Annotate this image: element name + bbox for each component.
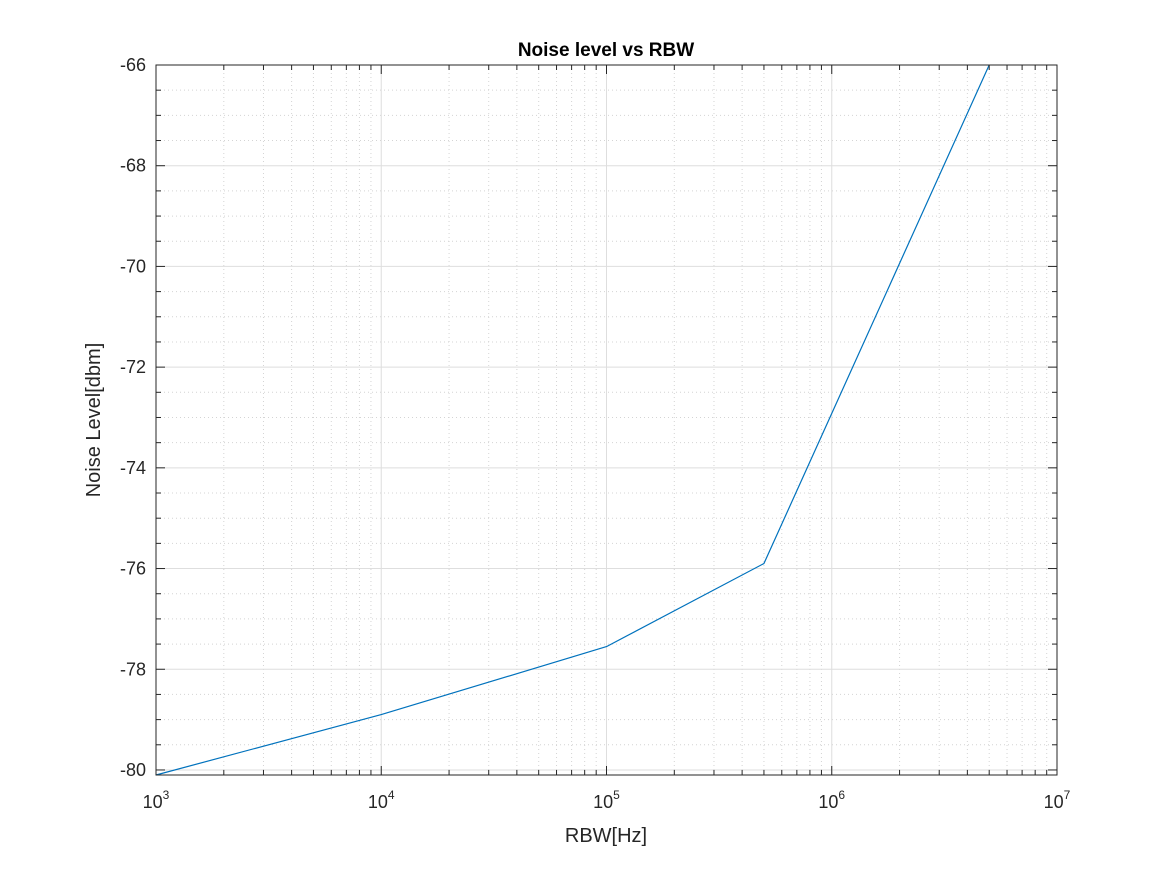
x-axis-label: RBW[Hz]	[565, 825, 647, 847]
y-tick-label: -74	[120, 458, 146, 478]
y-tick-label: -72	[120, 357, 146, 377]
x-tick-label: 103	[143, 788, 170, 812]
x-tick-label: 105	[593, 788, 620, 812]
series-layer	[155, 64, 990, 776]
y-tick-label: -68	[120, 156, 146, 176]
y-axis-label: Noise Level[dbm]	[83, 343, 105, 498]
x-tick-label: 104	[368, 788, 395, 812]
y-tick-label: -76	[120, 559, 146, 579]
y-tick-label: -78	[120, 659, 146, 679]
y-tick-label: -80	[120, 760, 146, 780]
chart-title: Noise level vs RBW	[518, 40, 694, 61]
series-line	[155, 64, 990, 776]
x-tick-label: 107	[1044, 788, 1071, 812]
x-tick-label: 106	[818, 788, 845, 812]
x-tick-labels: 103 104 105 106 107	[143, 788, 1071, 812]
y-tick-label: -70	[120, 256, 146, 276]
y-tick-labels: -80 -78 -76 -74 -72 -70 -68 -66	[120, 55, 146, 780]
tick-marks	[155, 64, 1058, 775]
y-tick-label: -66	[120, 55, 146, 75]
